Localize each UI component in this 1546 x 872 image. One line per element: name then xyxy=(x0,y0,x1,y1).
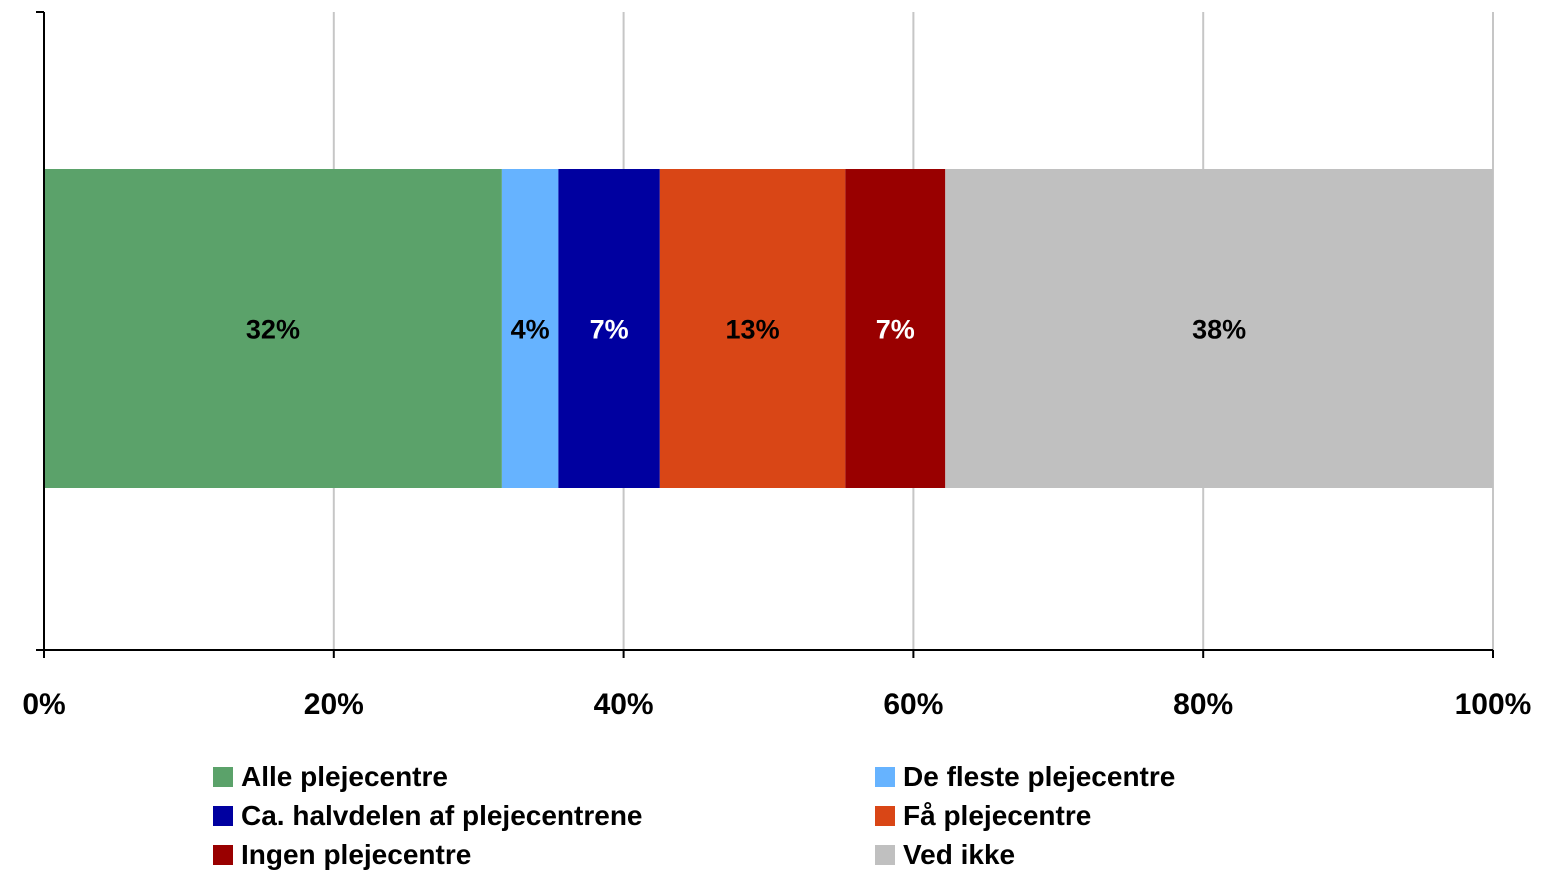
legend-swatch xyxy=(875,805,895,826)
segment-value-label: 7% xyxy=(590,315,629,345)
x-tick-label: 0% xyxy=(22,688,65,721)
legend-swatch xyxy=(213,805,233,826)
segment-value-label: 7% xyxy=(876,315,915,345)
axes xyxy=(36,11,1494,658)
segment-value-label: 38% xyxy=(1192,315,1246,345)
x-tick-label: 100% xyxy=(1455,688,1532,721)
legend-label: Ved ikke xyxy=(903,838,1016,870)
legend-item: De fleste plejecentre xyxy=(875,760,1313,793)
legend-item: Ca. halvdelen af plejecentrene xyxy=(213,799,875,832)
legend-swatch xyxy=(213,844,233,865)
legend-item: Alle plejecentre xyxy=(213,760,875,793)
legend-item: Ingen plejecentre xyxy=(213,838,875,871)
x-tick-label: 20% xyxy=(304,688,364,721)
x-tick-label: 60% xyxy=(883,688,943,721)
legend-label: Ca. halvdelen af plejecentrene xyxy=(241,799,643,831)
x-tick-labels: 0% 20% 40% 60% 80% 100% xyxy=(22,688,1531,721)
legend-label: Få plejecentre xyxy=(903,799,1092,831)
legend-swatch xyxy=(875,844,895,865)
segment-value-label: 13% xyxy=(726,315,780,345)
segment-value-label: 4% xyxy=(511,315,550,345)
legend-label: De fleste plejecentre xyxy=(903,760,1176,792)
legend-label: Alle plejecentre xyxy=(241,760,448,792)
legend-swatch xyxy=(213,766,233,787)
segment-labels: 32% 4% 7% 13% 7% 38% xyxy=(246,315,1246,345)
bar-segment xyxy=(44,169,502,488)
legend-swatch xyxy=(875,766,895,787)
x-tick-label: 40% xyxy=(594,688,654,721)
legend: Alle plejecentre De fleste plejecentre Ca.… xyxy=(213,760,1313,871)
legend-item: Få plejecentre xyxy=(875,799,1313,832)
segment-value-label: 32% xyxy=(246,315,300,345)
bar-segments xyxy=(44,169,1493,488)
bar-segment xyxy=(945,169,1493,488)
legend-label: Ingen plejecentre xyxy=(241,838,472,870)
legend-item: Ved ikke xyxy=(875,838,1313,871)
bar-segment xyxy=(659,169,846,488)
bar-segment xyxy=(558,169,660,488)
bar-segment xyxy=(501,169,559,488)
bar-segment xyxy=(845,169,946,488)
x-tick-label: 80% xyxy=(1173,688,1233,721)
